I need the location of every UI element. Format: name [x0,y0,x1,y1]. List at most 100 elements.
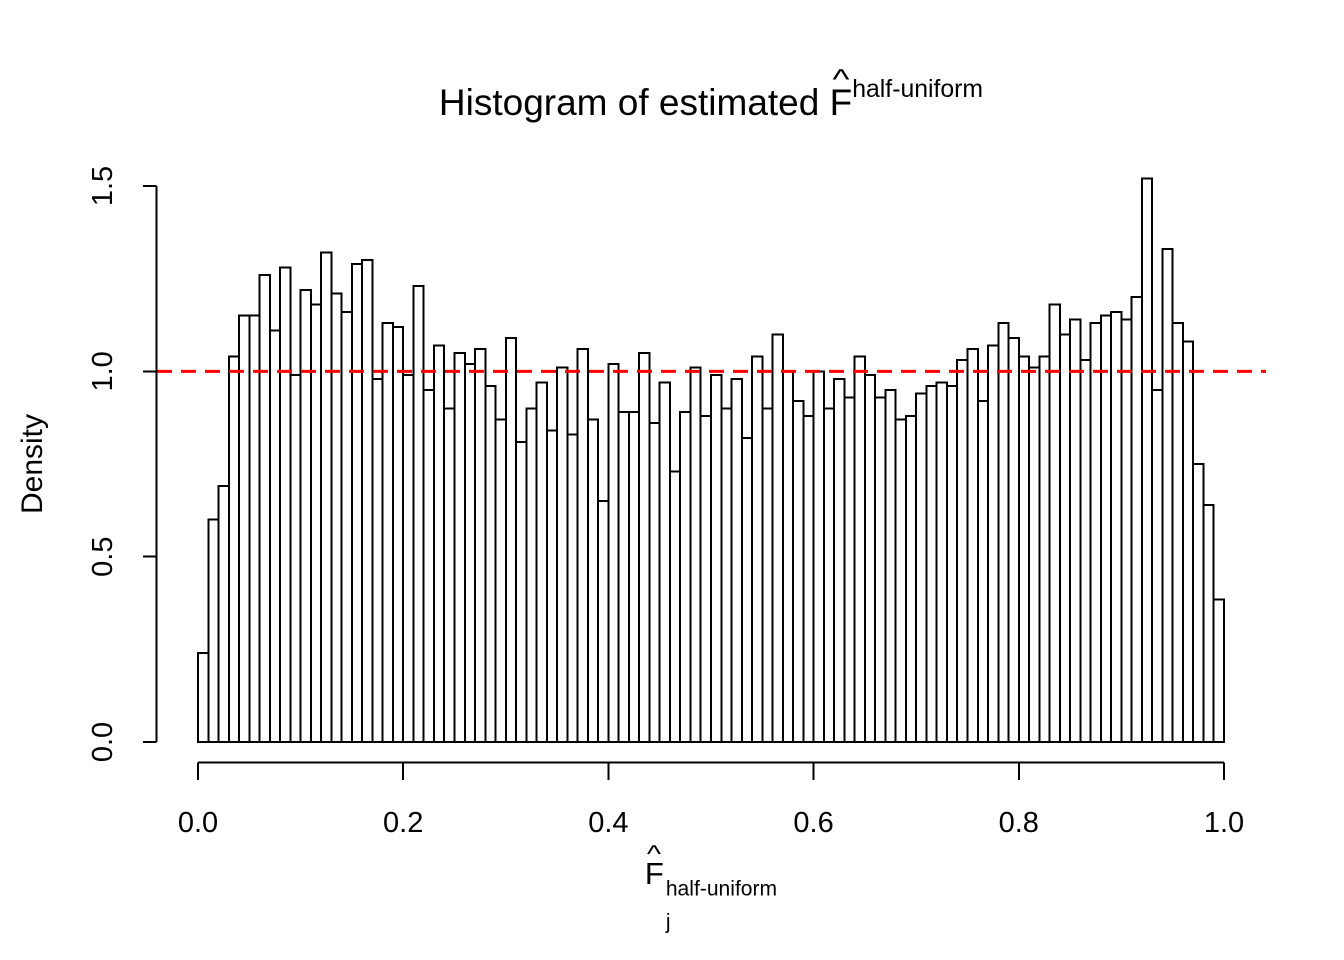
histogram-bar [412,285,425,743]
hat-accent-icon: ^ [647,840,662,868]
chart-title-superscript: half-uniform [852,76,984,103]
histogram-bar [1130,296,1143,743]
histogram-bar [248,314,261,743]
histogram-bar [350,262,364,743]
histogram-bar [576,348,589,743]
y-axis-tick-label: 1.5 [87,166,119,206]
histogram-bar [402,374,415,743]
histogram-bar [771,333,784,743]
histogram-bar [525,407,538,743]
histogram-bar [699,414,712,743]
histogram-bar [556,366,569,743]
histogram-bar [648,422,661,743]
histogram-bar [515,440,528,743]
histogram-bar [638,351,651,743]
histogram-bar [268,329,282,743]
x-axis-tick-label: 1.0 [1204,807,1244,839]
hat-accent-icon: ^ [832,64,850,97]
histogram-bar [802,414,815,743]
histogram-bar [679,411,692,743]
histogram-bar [935,381,948,743]
histogram-bar [997,322,1010,743]
histogram-bar [1140,177,1154,743]
histogram-bar [1038,355,1051,743]
histogram-bar [1151,388,1164,743]
histogram-bar [863,374,877,743]
histogram-bar [1079,359,1092,743]
histogram-bar [710,374,723,743]
histogram-bar [504,336,518,743]
histogram-bar [566,433,579,743]
histogram-bar [607,362,620,743]
histogram-bar [474,348,487,743]
xlabel-subscript: j [665,910,671,934]
histogram-bar [833,377,846,743]
histogram-bar [751,355,764,743]
histogram-bar [299,288,312,743]
y-axis-tick-label: 1.0 [87,351,119,391]
histogram-bar [535,381,548,743]
title-f-symbol: F ^ [829,64,853,123]
x-axis-tick-label: 0.2 [383,807,423,839]
histogram-bar [484,385,497,743]
histogram-bar [853,355,866,743]
y-axis-tick-label: 0.0 [87,722,119,762]
x-axis-tick-label: 0.0 [178,807,218,839]
x-axis-label: F ^ half-uniform j [78,840,1344,932]
histogram-bar [1120,318,1133,743]
histogram-bar [1161,248,1174,743]
histogram-bar [361,259,374,743]
histogram-bar [740,437,754,743]
histogram-bar [874,396,887,743]
histogram-bar [956,359,969,743]
x-axis-tick-label: 0.6 [793,807,833,839]
histogram-bar [812,370,825,743]
histogram-bar [340,311,353,743]
histogram-bar [1192,463,1205,743]
histogram-bar [1099,314,1113,743]
histogram-bar [1181,340,1195,743]
histogram-bar [391,325,405,743]
histogram-bar [289,374,302,743]
histogram-bar [843,396,856,743]
histogram-bar [432,344,446,743]
histogram-bar [1110,311,1123,743]
histogram-bar [279,266,292,743]
histogram-bar [463,362,477,743]
histogram-bar [884,388,897,743]
histogram-bar [1171,322,1184,743]
histogram-bar [689,366,702,743]
histogram-bar [976,399,990,743]
histogram-bar [320,251,333,743]
histogram-bar [197,652,210,743]
histogram-bar [371,377,384,743]
chart-title-text: Histogram of estimated [438,81,830,123]
histogram-bar [915,392,928,743]
histogram-bar [925,385,938,743]
histogram-bar [1028,366,1041,743]
histogram-bar [945,385,959,743]
histogram-bar [1089,322,1102,743]
histogram-bar [422,388,435,743]
histogram-bar [822,407,836,743]
histogram-bar [904,414,918,743]
histogram-bar [1069,318,1082,743]
histogram-bar [658,381,671,743]
xlabel-superscript: half-uniform [665,877,778,901]
histogram-bar [453,351,466,743]
histogram-bar [227,355,241,743]
histogram-bar [1058,333,1072,743]
histogram-bar [894,418,907,743]
histogram-bar [597,500,610,743]
histogram-bar [730,377,743,743]
histogram-bar [966,348,979,743]
histogram-bars [197,177,1225,743]
y-axis-title: Density [16,414,49,514]
histogram-bar [586,418,600,743]
xlabel-f-symbol: F ^ [644,840,664,891]
histogram-bar [545,429,559,743]
histogram-bar [1212,598,1225,743]
histogram-bar [720,407,733,743]
